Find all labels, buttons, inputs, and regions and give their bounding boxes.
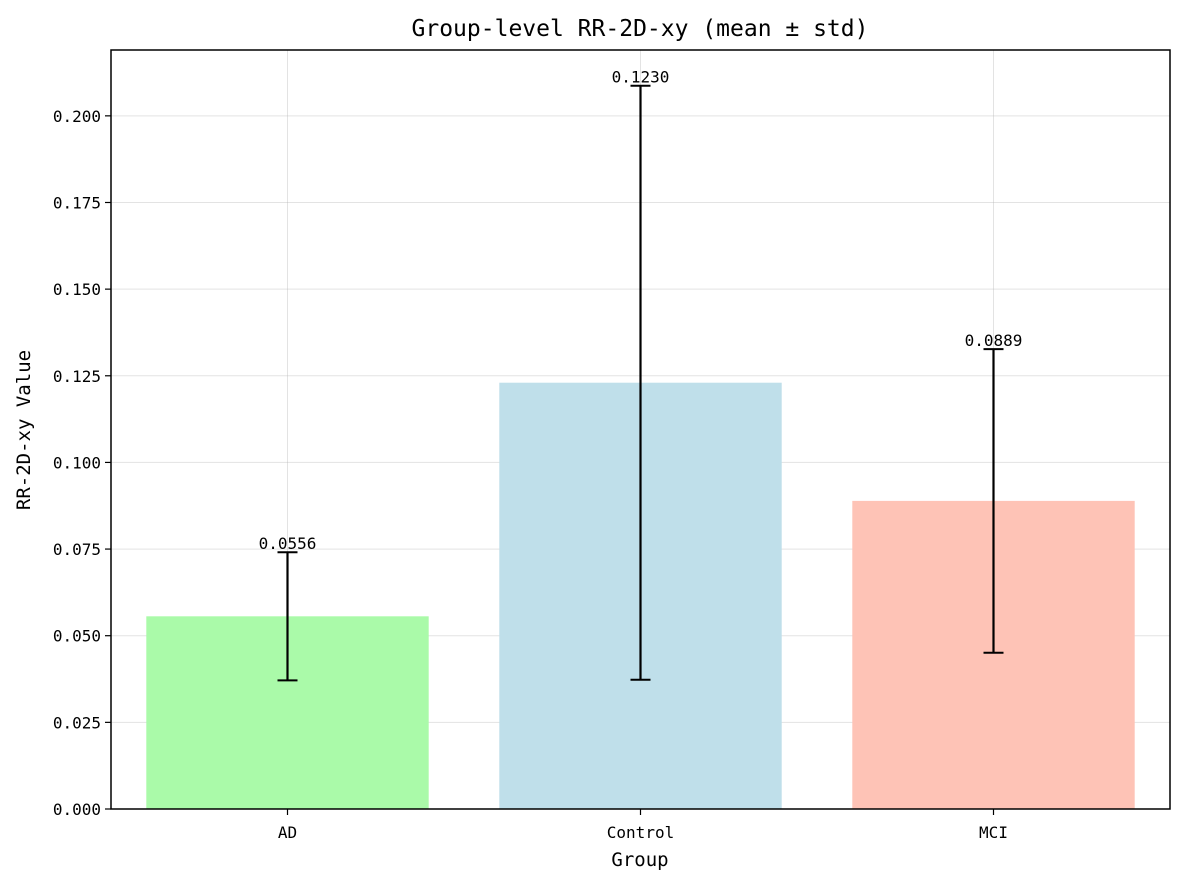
y-tick-label: 0.150 bbox=[53, 280, 101, 299]
y-tick-label: 0.175 bbox=[53, 193, 101, 212]
axis-ticks: 0.000 0.025 0.050 0.075 0.100 0.125 0.150 0.175… bbox=[53, 107, 1008, 842]
x-tick-label: Control bbox=[607, 823, 674, 842]
x-tick-label: MCI bbox=[979, 823, 1008, 842]
data-label-control: 0.1230 bbox=[612, 68, 670, 87]
y-tick-label: 0.025 bbox=[53, 713, 101, 732]
y-tick-label: 0.100 bbox=[53, 453, 101, 472]
error-bars bbox=[277, 84, 1004, 682]
y-tick-label: 0.075 bbox=[53, 540, 101, 559]
chart-title: Group-level RR-2D-xy (mean ± std) bbox=[412, 16, 869, 42]
y-tick-label: 0.125 bbox=[53, 367, 101, 386]
y-tick-label: 0.050 bbox=[53, 627, 101, 646]
y-tick-label: 0.000 bbox=[53, 800, 101, 819]
y-axis-label: RR-2D-xy Value bbox=[13, 350, 35, 510]
data-label-ad: 0.0556 bbox=[259, 534, 317, 553]
y-tick-label: 0.200 bbox=[53, 107, 101, 126]
data-labels: 0.0556 0.1230 0.0889 bbox=[259, 68, 1023, 553]
data-label-mci: 0.0889 bbox=[965, 331, 1023, 350]
x-tick-label: AD bbox=[278, 823, 297, 842]
x-axis-label: Group bbox=[611, 849, 668, 871]
